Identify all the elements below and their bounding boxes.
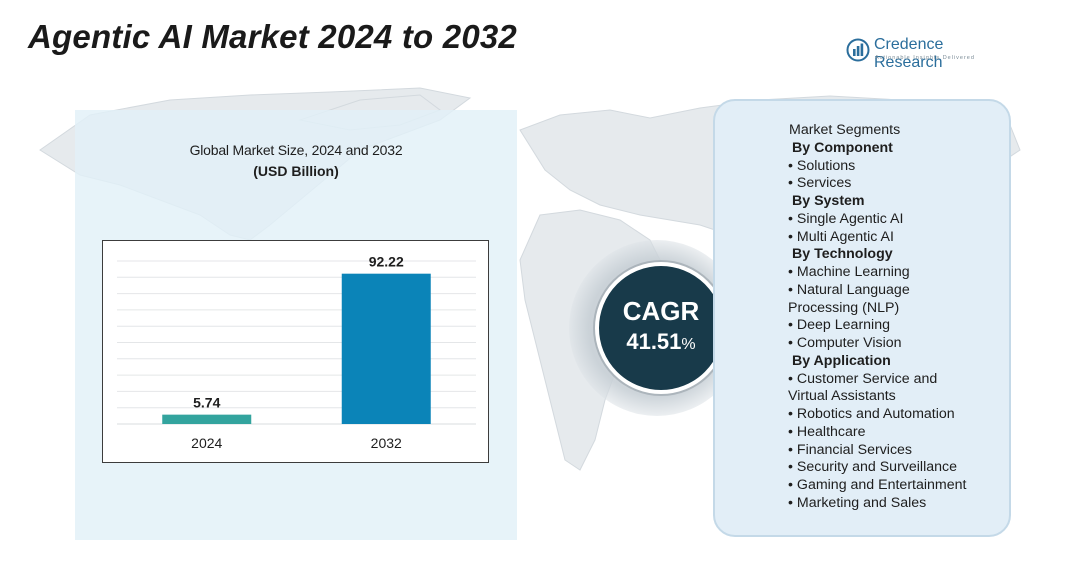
segment-item: • Services [788,175,852,192]
segment-item: • Deep Learning [788,317,890,334]
segment-item: • Computer Vision [788,335,902,351]
credence-logo-icon [846,38,870,62]
bar-chart: 5.74 2024 92.22 2032 [102,240,489,463]
segment-item: Processing (NLP) [788,299,900,316]
segment-heading: By Application [792,352,891,369]
segment-item: • Financial Services [788,441,913,458]
bar-chart-svg: 5.74 2024 92.22 2032 [117,254,476,451]
segment-item: • Customer Service and [788,370,938,387]
x-tick-label: 2024 [191,435,222,451]
bar-value-label: 92.22 [369,254,404,270]
market-segments-list: Market Segments By Component • Solutions •… [788,122,1010,513]
cagr-label: CAGR [622,296,700,326]
bar-value-label: 5.74 [193,395,220,411]
chart-subtitle: (USD Billion) [253,163,339,179]
x-tick-label: 2032 [371,435,402,451]
logo-tagline: Actionable Insights Delivered [875,55,975,61]
segment-item: • Machine Learning [788,264,910,280]
segment-item: • Natural Language [788,281,910,298]
chart-title: Global Market Size, 2024 and 2032 [189,142,403,158]
segment-item: • Solutions [788,157,856,174]
company-logo: Credence Research Actionable Insights De… [846,36,1016,71]
segment-item: Virtual Assistants [788,388,896,405]
segment-item: • Security and Surveillance [788,459,957,476]
segment-heading: By Technology [792,246,893,263]
logo-name: Credence Research [874,36,944,71]
page-title: Agentic AI Market 2024 to 2032 [28,18,517,55]
cagr-number: 41.51 [626,329,682,354]
cagr-badge [595,262,727,394]
market-segments-panel [713,99,1011,537]
segments-title: Market Segments [789,122,901,138]
segment-item: • Single Agentic AI [788,210,904,227]
segment-item: • Gaming and Entertainment [788,477,967,493]
cagr-value: 41.51% [595,329,727,355]
segment-item: • Healthcare [788,423,866,440]
bar-2032 [341,273,431,424]
segment-item: • Robotics and Automation [788,406,955,422]
segment-item: • Marketing and Sales [788,494,927,511]
bar-2024 [162,414,252,424]
segment-item: • Multi Agentic AI [788,228,894,245]
cagr-unit: % [681,336,696,353]
segment-heading: By System [792,193,865,209]
segment-heading: By Component [792,139,893,156]
